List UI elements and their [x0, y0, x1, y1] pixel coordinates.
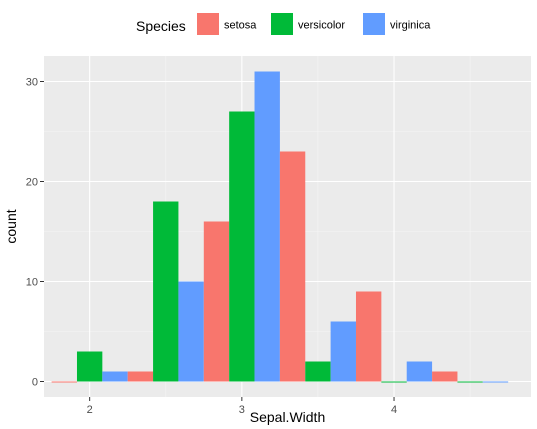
- x-tick-label: 2: [87, 404, 93, 416]
- legend: Species setosa versicolor virginica: [136, 13, 431, 35]
- bar-setosa: [355, 291, 382, 382]
- x-tick-label: 4: [391, 404, 397, 416]
- bar-versicolor: [229, 111, 255, 382]
- bar-virginica: [254, 71, 280, 382]
- bar-virginica: [406, 361, 433, 382]
- bar-setosa: [51, 381, 77, 383]
- bar-setosa: [203, 221, 230, 382]
- legend-key-setosa: [197, 13, 219, 35]
- bar-setosa: [127, 371, 154, 382]
- bar-versicolor: [457, 381, 483, 383]
- x-axis: 2 3 4: [87, 397, 397, 416]
- y-tick-label: 0: [32, 377, 38, 389]
- bar-virginica: [482, 381, 509, 383]
- bar-virginica: [102, 371, 128, 382]
- legend-key-virginica: [363, 13, 385, 35]
- x-tick-label: 3: [239, 404, 245, 416]
- y-tick-label: 10: [26, 277, 38, 289]
- legend-label-versicolor: versicolor: [298, 20, 345, 32]
- bar-versicolor: [381, 381, 407, 383]
- bar-virginica: [178, 281, 204, 382]
- bar-versicolor: [76, 351, 103, 382]
- y-axis-title: count: [3, 209, 19, 243]
- y-tick-label: 20: [26, 177, 38, 189]
- legend-label-virginica: virginica: [390, 20, 431, 32]
- y-tick-label: 30: [26, 77, 38, 89]
- bar-setosa: [279, 151, 306, 382]
- bar-virginica: [330, 321, 356, 382]
- bar-versicolor: [153, 201, 179, 382]
- y-axis: 0 10 20 30: [26, 77, 44, 389]
- bar-versicolor: [305, 361, 331, 382]
- bar-group: [51, 71, 509, 383]
- bar-setosa: [432, 371, 458, 382]
- x-axis-title: Sepal.Width: [250, 409, 325, 425]
- legend-key-versicolor: [271, 13, 293, 35]
- legend-title: Species: [136, 18, 186, 34]
- legend-label-setosa: setosa: [224, 20, 257, 32]
